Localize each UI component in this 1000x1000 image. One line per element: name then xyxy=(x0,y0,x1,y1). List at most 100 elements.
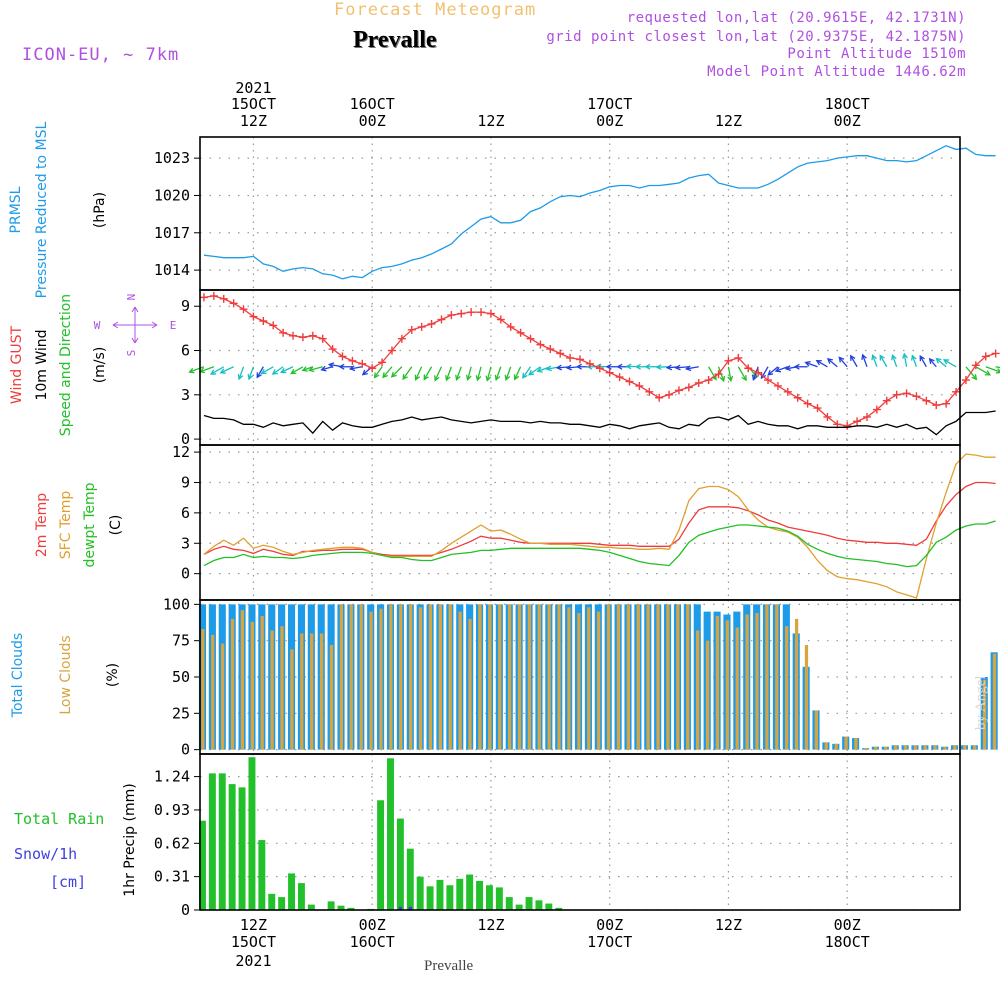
wind-arrow-shaft xyxy=(686,366,699,370)
wind-arrow-shaft xyxy=(872,355,878,367)
low-cloud-bar xyxy=(319,633,324,750)
gust-marker xyxy=(457,309,466,318)
gust-marker xyxy=(704,376,713,385)
wind-arrow-head xyxy=(634,363,641,370)
y-tick-label: 6 xyxy=(181,504,190,522)
low-cloud-bar xyxy=(399,604,403,750)
wind-arrow-head xyxy=(247,373,254,381)
low-cloud-bar xyxy=(428,604,433,750)
gust-marker xyxy=(892,390,901,399)
low-cloud-bar xyxy=(567,607,571,750)
y-tick-label: 1014 xyxy=(154,261,190,279)
wind-arrow-head xyxy=(984,370,992,376)
wind-arrow-shaft xyxy=(879,355,888,368)
low-cloud-bar xyxy=(300,633,304,750)
gust-marker xyxy=(971,361,980,370)
y-tick-label: 0.31 xyxy=(154,868,190,886)
wind-arrow-head xyxy=(256,372,262,379)
wind-arrow-shaft xyxy=(827,358,838,368)
wind-arrow-shaft xyxy=(528,366,541,376)
gust-marker xyxy=(655,393,664,402)
wind-arrow-head xyxy=(674,364,681,371)
bottom-day-label: 15OCT xyxy=(231,933,276,951)
forecast-title: Forecast Meteogram xyxy=(334,0,537,20)
gust-marker xyxy=(645,387,654,396)
wind-arrow-head xyxy=(209,369,217,375)
gust-marker xyxy=(318,334,327,343)
gust-marker xyxy=(605,368,614,377)
gust-marker xyxy=(902,389,911,398)
gust-marker xyxy=(516,328,525,337)
wind-arrow-head xyxy=(928,357,935,364)
wind-arrow-shaft xyxy=(838,356,848,368)
wind-arrow-shaft xyxy=(220,366,234,374)
rain-bar xyxy=(515,904,523,910)
wind-arrow-shaft xyxy=(985,366,1000,373)
gust-marker xyxy=(328,345,337,354)
gust-marker xyxy=(843,421,852,430)
gust-marker xyxy=(862,412,871,421)
low-cloud-bar xyxy=(745,614,749,750)
compass-east: E xyxy=(170,319,177,332)
top-hour-label: 12Z xyxy=(477,112,504,130)
panel-label: 1hr Precip (mm) xyxy=(122,783,138,896)
y-tick-label: 3 xyxy=(181,386,190,404)
gust-marker xyxy=(912,392,921,401)
rain-bar xyxy=(199,820,206,910)
gust-marker xyxy=(486,309,495,318)
wind-arrow-shaft xyxy=(919,355,927,368)
low-cloud-bar xyxy=(695,630,700,750)
gust-marker xyxy=(358,359,367,368)
panel-label: Snow/1h xyxy=(14,845,77,863)
gust-marker xyxy=(773,381,782,390)
low-cloud-bar xyxy=(854,738,858,750)
gust-marker xyxy=(566,353,575,362)
gust-marker xyxy=(585,359,594,368)
panel-label: Pressure Reduced to MSL xyxy=(34,121,50,298)
low-cloud-bar xyxy=(329,645,334,750)
wind-arrow-shaft xyxy=(514,366,522,380)
grid-point-coords: grid point closest lon,lat (20.9375E, 42… xyxy=(546,29,966,45)
top-day-label: 17OCT xyxy=(587,95,632,113)
gust-marker xyxy=(536,340,545,349)
y-tick-label: 0.62 xyxy=(154,834,190,852)
low-cloud-bar xyxy=(389,604,393,750)
gust-marker xyxy=(803,399,812,408)
wind-arrow-head xyxy=(513,374,520,381)
rain-bar xyxy=(396,818,404,910)
gust-marker xyxy=(259,317,268,325)
wind-arrow-head xyxy=(838,356,845,363)
wind-arrow-head xyxy=(301,366,308,372)
rain-bar xyxy=(555,907,563,910)
panel-label: Speed and Direction xyxy=(58,294,74,436)
gust-marker xyxy=(961,376,970,385)
compass-south: S xyxy=(125,350,138,357)
low-cloud-bar xyxy=(814,710,819,750)
wind-arrow-head xyxy=(625,363,632,370)
rain-bar xyxy=(505,897,513,910)
low-cloud-bar xyxy=(339,604,344,750)
wind-arrow-shaft xyxy=(943,359,957,368)
low-cloud-bar xyxy=(686,604,690,750)
low-cloud-bar xyxy=(230,618,235,750)
low-cloud-bar xyxy=(735,627,739,750)
panel-label: 2m Temp xyxy=(34,493,50,557)
low-cloud-bar xyxy=(943,746,947,750)
low-cloud-bar xyxy=(953,745,957,750)
low-cloud-bar xyxy=(636,604,640,750)
gust-marker xyxy=(239,305,248,314)
pressure-line xyxy=(203,144,996,280)
wind-arrow-head xyxy=(767,369,774,376)
wind-arrow-shaft xyxy=(391,366,403,378)
rain-bar xyxy=(288,873,295,910)
gust-marker xyxy=(427,319,436,328)
wind-arrow-head xyxy=(891,354,897,361)
wind-arrow-shaft xyxy=(350,366,363,370)
top-hour-label: 00Z xyxy=(596,112,623,130)
low-cloud-bar xyxy=(676,604,680,750)
wind-arrow-head xyxy=(644,363,651,370)
low-cloud-bar xyxy=(478,604,482,750)
y-tick-label: 9 xyxy=(181,297,190,315)
gust-marker xyxy=(783,387,792,396)
